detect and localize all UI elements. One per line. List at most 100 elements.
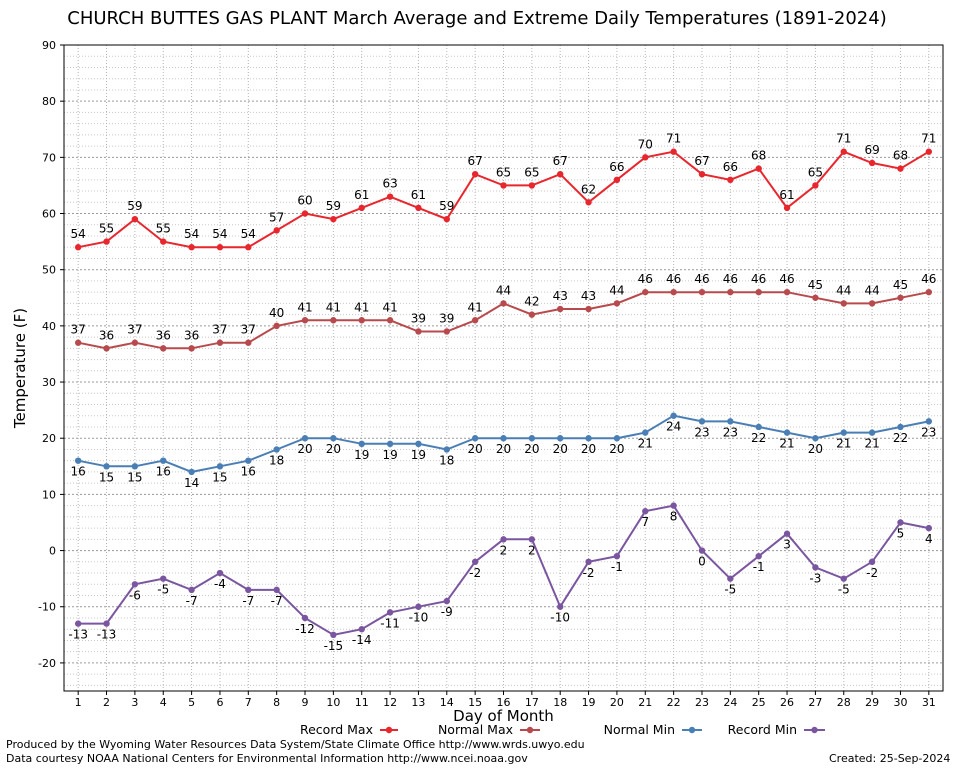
- data-label-normal-min: 23: [694, 425, 709, 439]
- data-point-record-max: [840, 148, 847, 155]
- data-point-record-max: [585, 199, 592, 206]
- y-tick-label: 0: [49, 545, 56, 558]
- data-label-record-max: 65: [808, 165, 823, 179]
- data-point-record-min: [585, 558, 592, 565]
- data-point-record-min: [131, 581, 139, 588]
- data-label-normal-max: 46: [666, 272, 681, 286]
- data-point-normal-max: [273, 322, 280, 330]
- data-label-normal-min: 15: [127, 470, 142, 484]
- x-tick-label: 6: [216, 696, 223, 709]
- y-tick-label: 90: [42, 39, 56, 52]
- data-point-record-min: [868, 558, 876, 565]
- data-label-record-max: 65: [524, 165, 539, 179]
- x-tick-label: 21: [638, 696, 652, 709]
- data-label-normal-max: 37: [241, 323, 256, 337]
- data-point-normal-max: [670, 288, 677, 296]
- data-label-record-min: -10: [550, 611, 570, 625]
- data-point-normal-max: [727, 288, 734, 296]
- data-point-record-min: [783, 530, 791, 537]
- data-label-record-max: 59: [127, 199, 142, 213]
- x-tick-label: 1: [75, 696, 82, 709]
- x-tick-label: 26: [780, 696, 794, 709]
- data-label-normal-min: 15: [212, 470, 227, 484]
- data-label-normal-max: 42: [524, 295, 539, 309]
- data-point-normal-max: [897, 294, 904, 301]
- data-point-normal-max: [330, 317, 337, 324]
- data-label-normal-max: 37: [127, 323, 142, 337]
- data-point-record-min: [613, 552, 621, 560]
- x-axis-label: Day of Month: [453, 707, 554, 725]
- data-point-normal-max: [925, 288, 933, 296]
- data-point-normal-max: [74, 339, 82, 346]
- x-tick-label: 5: [188, 696, 195, 709]
- data-point-record-max: [471, 171, 479, 178]
- x-tick-label: 30: [893, 696, 907, 709]
- data-point-normal-max: [868, 300, 876, 307]
- data-label-record-min: 4: [925, 532, 933, 546]
- data-label-record-max: 57: [269, 210, 284, 224]
- data-label-record-max: 67: [553, 154, 568, 168]
- data-label-record-min: -2: [866, 566, 878, 580]
- legend-label-record-min: Record Min: [728, 722, 797, 737]
- data-point-normal-max: [301, 317, 309, 324]
- data-label-record-min: -13: [97, 628, 117, 642]
- data-label-normal-min: 21: [638, 437, 653, 451]
- data-label-record-min: 3: [783, 538, 791, 552]
- x-tick-label: 23: [695, 696, 709, 709]
- data-label-normal-max: 36: [184, 328, 199, 342]
- data-label-record-max: 68: [893, 149, 908, 163]
- data-credit: Data courtesy NOAA National Centers for …: [6, 752, 528, 765]
- data-label-normal-max: 46: [723, 272, 738, 286]
- data-point-normal-min: [868, 429, 876, 436]
- data-label-record-min: -5: [724, 583, 736, 597]
- data-label-normal-max: 36: [99, 328, 114, 342]
- data-point-record-min: [386, 609, 394, 616]
- data-label-normal-max: 44: [609, 283, 624, 297]
- data-point-record-max: [443, 215, 450, 223]
- producer-credit: Produced by the Wyoming Water Resources …: [6, 738, 585, 751]
- data-point-normal-min: [471, 435, 479, 442]
- data-point-normal-min: [840, 429, 847, 436]
- data-label-record-min: -2: [583, 566, 595, 580]
- data-point-normal-min: [528, 435, 536, 442]
- data-label-normal-max: 41: [382, 300, 397, 314]
- data-point-normal-min: [358, 440, 365, 448]
- data-point-record-max: [415, 204, 422, 212]
- data-point-record-max: [273, 227, 280, 234]
- data-point-normal-min: [727, 418, 734, 425]
- data-point-normal-max: [245, 339, 252, 346]
- data-point-record-min: [727, 575, 734, 582]
- data-label-record-min: 7: [641, 515, 649, 529]
- data-point-record-min: [330, 631, 337, 639]
- data-point-record-max: [727, 176, 734, 184]
- data-point-normal-min: [216, 463, 224, 470]
- data-label-record-min: -5: [838, 583, 850, 597]
- data-label-normal-max: 46: [779, 272, 794, 286]
- data-point-record-max: [74, 244, 82, 251]
- x-tick-label: 13: [411, 696, 425, 709]
- data-point-normal-max: [216, 339, 224, 346]
- data-label-record-max: 59: [439, 199, 454, 213]
- data-point-record-max: [245, 244, 252, 251]
- legend-label-record-max: Record Max: [300, 722, 373, 737]
- x-tick-label: 10: [326, 696, 340, 709]
- data-point-record-min: [273, 586, 280, 594]
- y-tick-label: 50: [42, 264, 56, 277]
- data-point-record-max: [160, 238, 167, 245]
- data-point-record-max: [330, 215, 337, 223]
- data-label-record-min: -5: [157, 583, 169, 597]
- data-point-record-min: [925, 524, 933, 532]
- data-label-normal-min: 22: [751, 431, 766, 445]
- data-label-normal-min: 21: [864, 437, 879, 451]
- data-label-normal-max: 41: [326, 300, 341, 314]
- data-label-normal-min: 20: [297, 442, 312, 456]
- data-label-record-min: -3: [809, 571, 821, 585]
- data-label-normal-min: 23: [723, 425, 738, 439]
- y-tick-label: 40: [42, 320, 56, 333]
- data-point-normal-max: [642, 288, 649, 296]
- data-point-normal-max: [557, 305, 564, 313]
- chart-title: CHURCH BUTTES GAS PLANT March Average an…: [67, 8, 887, 29]
- data-point-normal-min: [755, 423, 762, 431]
- data-point-record-min: [500, 536, 507, 543]
- data-label-normal-max: 37: [71, 323, 86, 337]
